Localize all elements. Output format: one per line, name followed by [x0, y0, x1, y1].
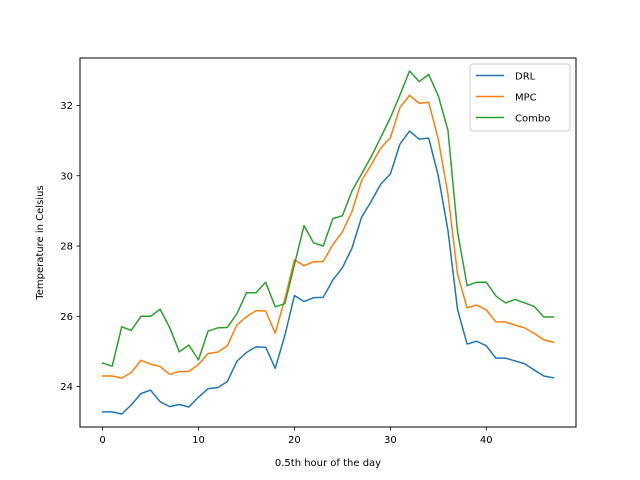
legend: DRL MPC Combo [469, 63, 571, 132]
plot-frame [79, 57, 577, 428]
x-tick-label: 0 [99, 435, 105, 446]
x-axis-ticks: 0 10 20 30 40 [99, 427, 493, 446]
y-axis-label: Temperature in Celsius [35, 185, 46, 300]
x-tick-label: 20 [288, 435, 301, 446]
legend-box [469, 63, 571, 132]
legend-label-drl: DRL [515, 72, 536, 83]
legend-label-combo: Combo [515, 114, 550, 125]
y-axis-ticks: 24 26 28 30 32 [60, 101, 80, 393]
y-tick-label: 28 [60, 242, 73, 253]
series-line-drl [101, 130, 555, 415]
y-tick-label: 26 [60, 312, 73, 323]
x-axis-label: 0.5th hour of the day [275, 458, 381, 469]
series-line-mpc [101, 94, 555, 379]
legend-label-mpc: MPC [515, 93, 537, 104]
x-tick-label: 10 [192, 435, 205, 446]
x-tick-label: 40 [480, 435, 493, 446]
y-tick-label: 32 [60, 101, 73, 112]
y-tick-label: 24 [60, 382, 73, 393]
x-tick-label: 30 [384, 435, 397, 446]
plot-lines [101, 70, 555, 415]
series-line-combo [101, 70, 555, 367]
y-tick-label: 30 [60, 171, 73, 182]
